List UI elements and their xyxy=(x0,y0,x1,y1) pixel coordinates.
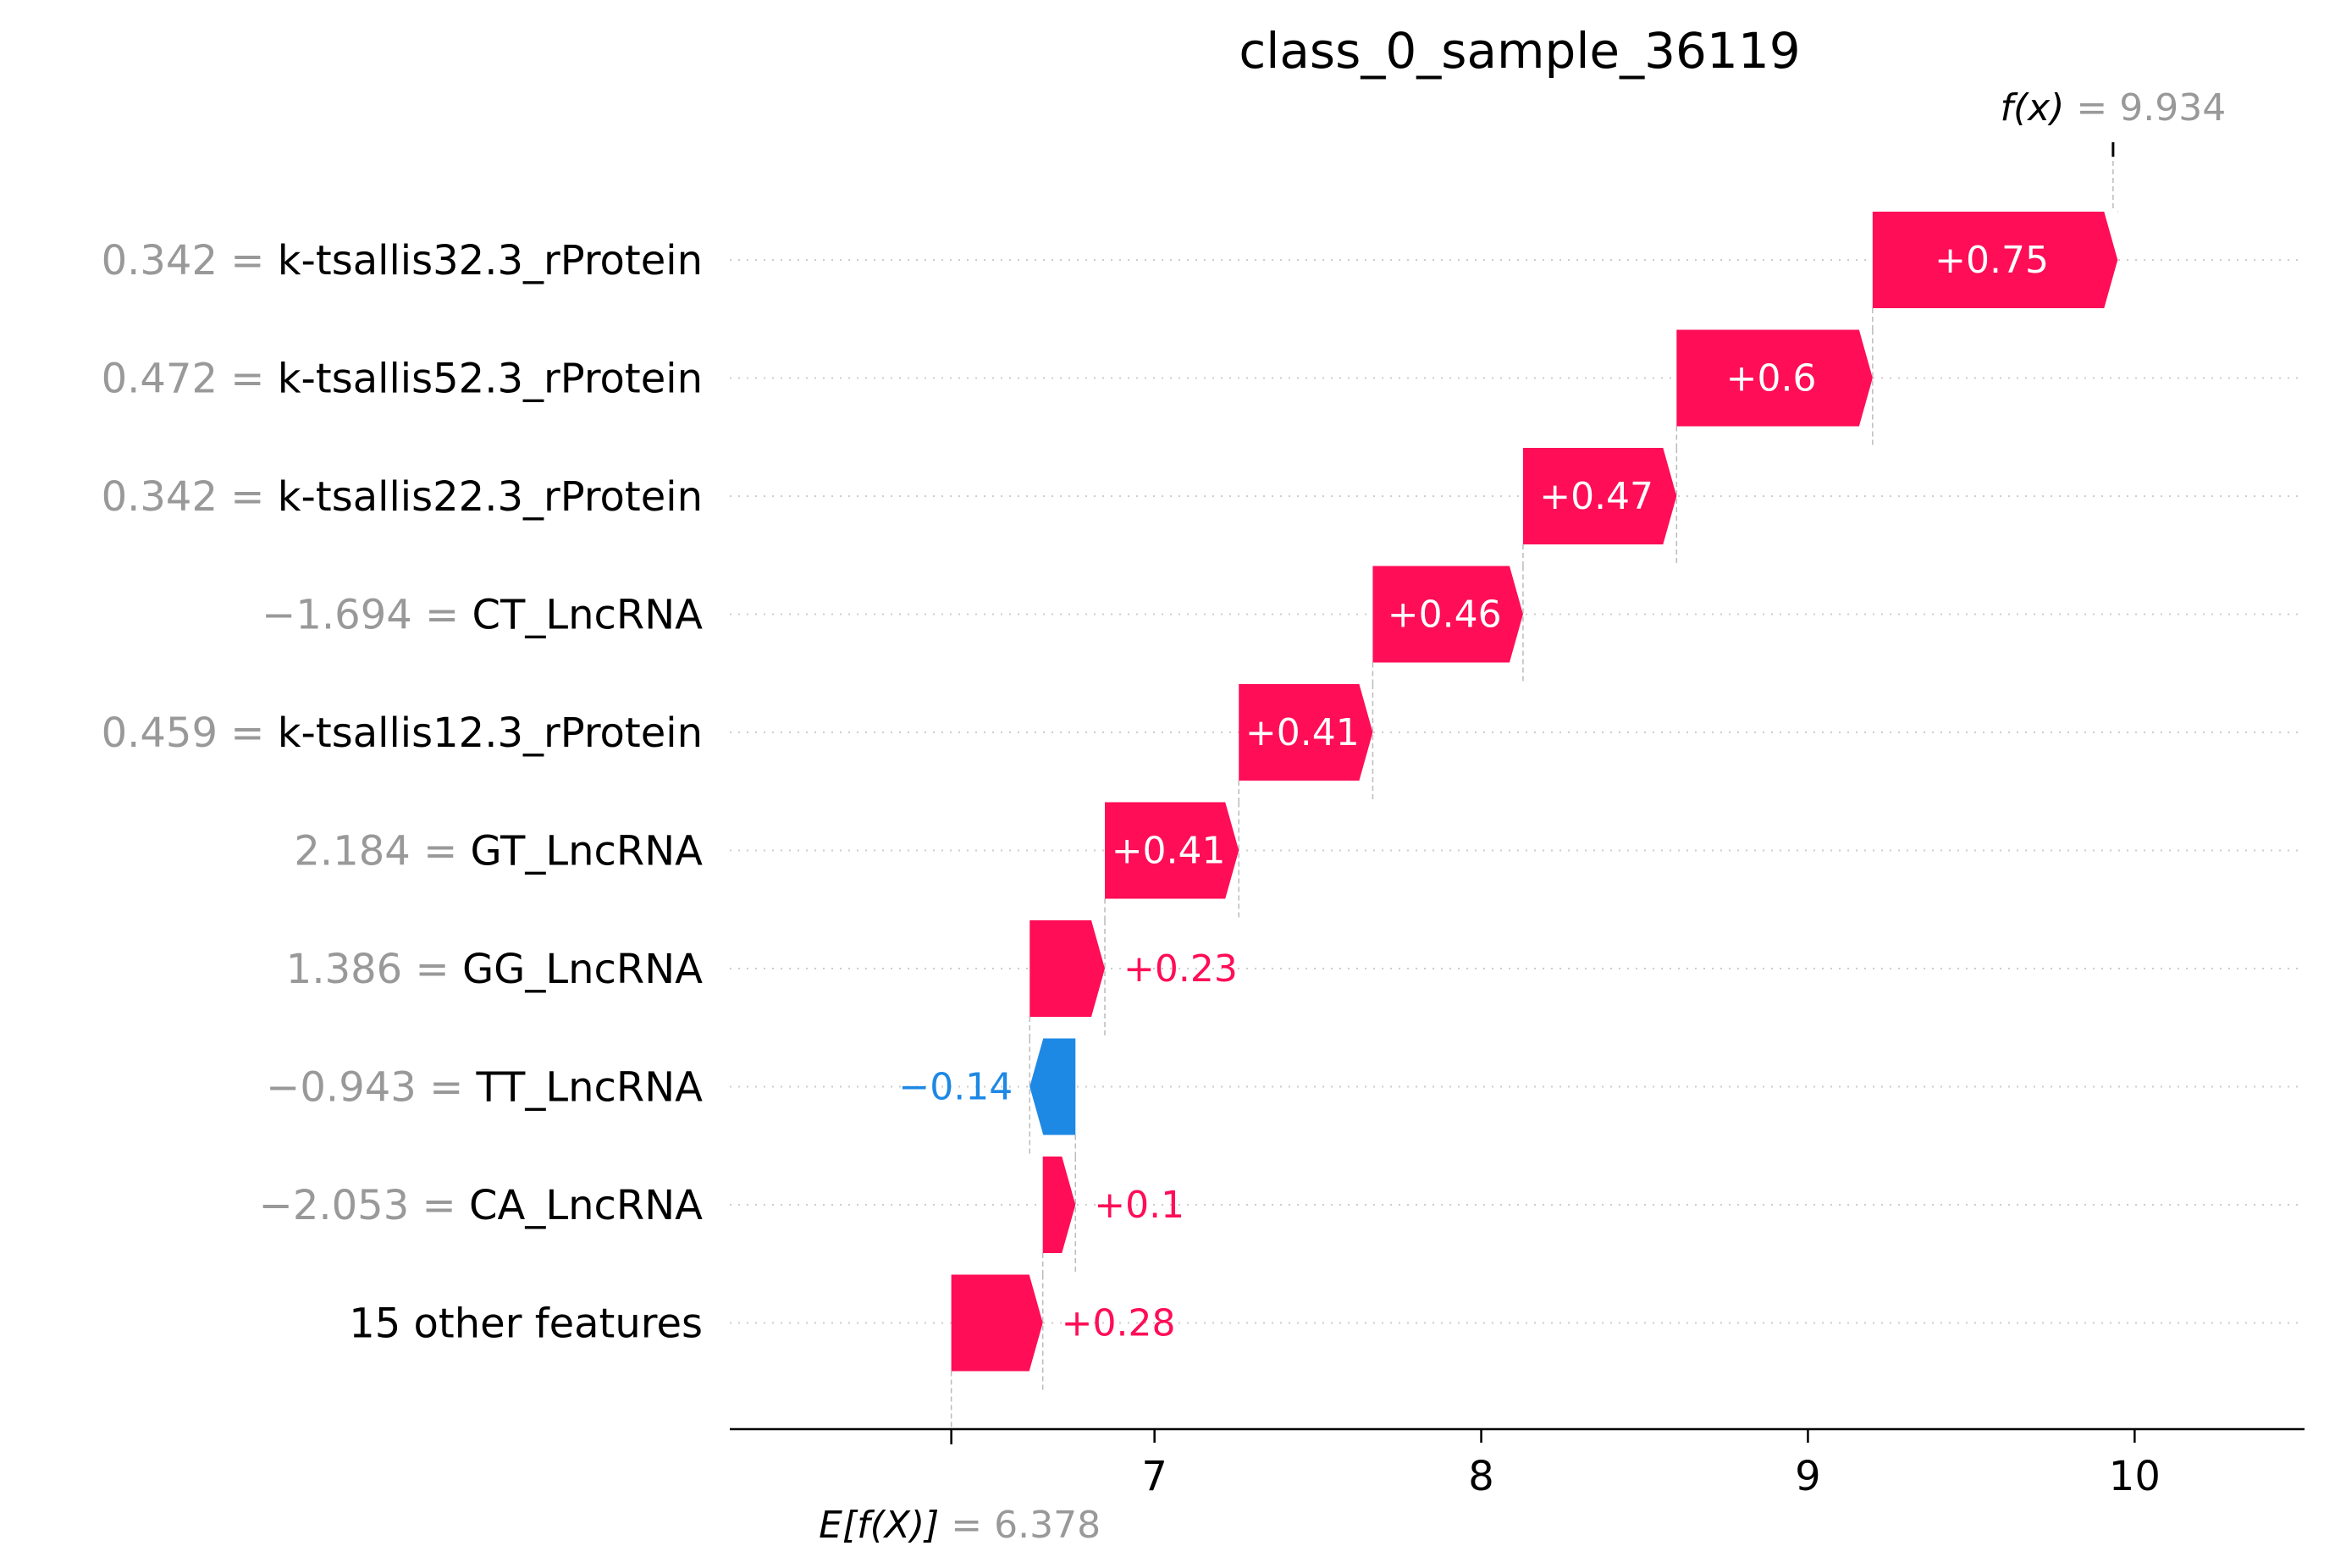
bar-value-label: +0.75 xyxy=(1935,239,2049,282)
feature-value: −2.053 = xyxy=(259,1182,469,1229)
feature-value-label: 1.386 = GG_LncRNA xyxy=(286,946,703,993)
x-tick-label: 7 xyxy=(1141,1453,1168,1500)
output-label: f(x) xyxy=(2001,86,2077,130)
feature-value: 0.472 = xyxy=(102,356,278,403)
feature-name: k-tsallis32.3_rProtein xyxy=(278,237,703,284)
contribution-bar xyxy=(1029,920,1106,1017)
feature-value: −0.943 = xyxy=(266,1064,476,1112)
bar-value-label: +0.1 xyxy=(1094,1184,1184,1227)
bar-value-label: +0.6 xyxy=(1726,357,1817,400)
feature-value-label: 15 other features xyxy=(349,1300,703,1348)
chart-title: class_0_sample_36119 xyxy=(1239,22,1800,80)
bar-value-label: −0.14 xyxy=(898,1066,1013,1109)
feature-name: CT_LncRNA xyxy=(472,592,704,639)
feature-name: k-tsallis22.3_rProtein xyxy=(278,473,703,521)
bar-value-label: +0.23 xyxy=(1123,947,1238,991)
bar-value-label: +0.41 xyxy=(1245,711,1360,754)
contribution-bar xyxy=(1522,448,1677,544)
feature-name: TT_LncRNA xyxy=(476,1064,704,1112)
feature-value: −1.694 = xyxy=(262,592,472,639)
base-value: = 6.378 xyxy=(951,1504,1101,1547)
feature-name: 15 other features xyxy=(349,1300,703,1348)
feature-value-label: −1.694 = CT_LncRNA xyxy=(262,592,703,639)
feature-value: 2.184 = xyxy=(294,828,470,875)
contribution-bar xyxy=(1872,212,2118,308)
feature-value-label: 0.459 = k-tsallis12.3_rProtein xyxy=(102,709,703,757)
feature-name: GG_LncRNA xyxy=(462,946,703,993)
feature-value: 0.342 = xyxy=(102,473,278,521)
value-annotations: f(x) = 9.934 E[f(X)] = 6.378 xyxy=(819,86,2226,1547)
feature-value: 0.459 = xyxy=(102,709,278,757)
feature-value-label: −2.053 = CA_LncRNA xyxy=(259,1182,704,1229)
contribution-bar xyxy=(1676,329,1873,427)
x-tick-label: 8 xyxy=(1468,1453,1494,1500)
contribution-bar xyxy=(1042,1157,1076,1253)
x-axis: 7 8 9 10 xyxy=(730,142,2305,1500)
output-value-label: f(x) = 9.934 xyxy=(2001,86,2227,130)
contribution-bar xyxy=(1029,1038,1076,1135)
feature-value: 1.386 = xyxy=(286,946,462,993)
feature-labels: 0.342 = k-tsallis32.3_rProtein 0.472 = k-… xyxy=(102,237,704,1348)
bar-value-label: +0.28 xyxy=(1062,1302,1176,1345)
contribution-bar xyxy=(1372,566,1523,663)
bar-value-label: +0.41 xyxy=(1112,830,1226,873)
base-label: E[f(X)] xyxy=(819,1504,951,1547)
feature-name: CA_LncRNA xyxy=(469,1182,703,1229)
contribution-bar xyxy=(1105,802,1239,899)
row-gridlines xyxy=(730,259,2305,1324)
bar-value-label: +0.46 xyxy=(1388,594,1502,637)
base-value-label: E[f(X)] = 6.378 xyxy=(819,1504,1101,1547)
bar-value-label: +0.47 xyxy=(1539,475,1653,518)
x-tick-label: 9 xyxy=(1795,1453,1821,1500)
output-value: = 9.934 xyxy=(2076,86,2226,130)
x-tick-label: 10 xyxy=(2109,1453,2161,1500)
contribution-bar xyxy=(1239,684,1373,781)
feature-value: 0.342 = xyxy=(102,237,278,284)
feature-value-label: −0.943 = TT_LncRNA xyxy=(266,1064,703,1112)
contribution-bars: +0.75 +0.6 +0.47 +0.46 +0.41 +0.41 +0.23 −0.14 +… xyxy=(898,212,2118,1372)
connector-lines xyxy=(950,144,2114,1429)
feature-name: GT_LncRNA xyxy=(471,828,704,875)
contribution-bar xyxy=(951,1274,1043,1372)
feature-value-label: 0.342 = k-tsallis22.3_rProtein xyxy=(102,473,703,521)
feature-value-label: 2.184 = GT_LncRNA xyxy=(294,828,703,875)
feature-value-label: 0.472 = k-tsallis52.3_rProtein xyxy=(102,356,703,403)
feature-value-label: 0.342 = k-tsallis32.3_rProtein xyxy=(102,237,703,284)
feature-name: k-tsallis52.3_rProtein xyxy=(278,356,703,403)
feature-name: k-tsallis12.3_rProtein xyxy=(278,709,703,757)
